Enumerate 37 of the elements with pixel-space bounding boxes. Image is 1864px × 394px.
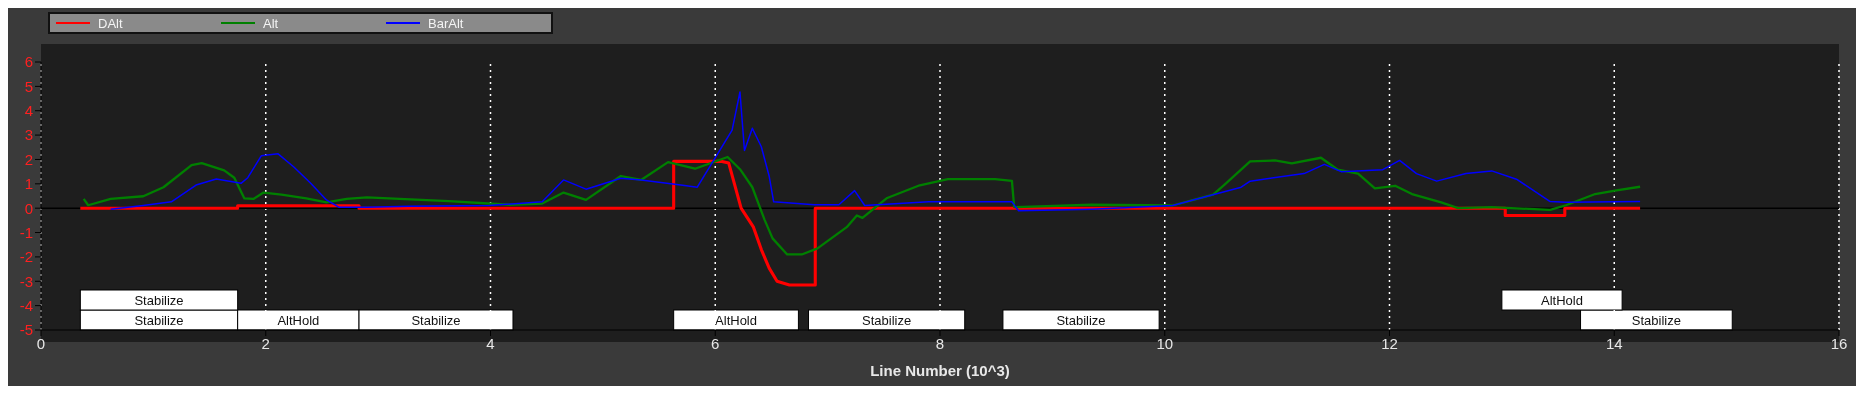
x-tick-label: 12 — [1381, 334, 1398, 352]
legend-label: DAlt — [98, 15, 123, 31]
y-tick-label: 1 — [24, 175, 33, 193]
legend-label: BarAlt — [428, 15, 464, 31]
band-label: Stabilize — [1056, 313, 1106, 328]
band-label: Stabilize — [862, 313, 912, 328]
band-label: Stabilize — [134, 313, 184, 328]
band-label: Stabilize — [134, 293, 184, 308]
band-label: Stabilize — [1631, 313, 1681, 328]
x-tick-label: 4 — [486, 334, 495, 352]
band-label: Stabilize — [411, 313, 461, 328]
x-tick-label: 14 — [1605, 334, 1623, 352]
y-tick-label: -4 — [19, 296, 33, 314]
y-tick-label: 6 — [24, 53, 33, 71]
y-tick-label: 3 — [24, 126, 33, 144]
x-tick-label: 0 — [36, 334, 46, 352]
x-tick-label: 16 — [1830, 334, 1848, 352]
x-tick-label: 6 — [711, 334, 720, 352]
y-tick-label: -3 — [19, 272, 33, 290]
line-series — [109, 91, 1641, 212]
line-series — [78, 159, 1642, 287]
y-tick-label: 4 — [24, 102, 33, 120]
band-label: AltHold — [715, 313, 757, 328]
x-axis-title: Line Number (10^3) — [870, 362, 1010, 379]
line-series — [82, 155, 1642, 256]
y-tick-label: 0 — [24, 199, 33, 217]
y-tick-label: 5 — [24, 77, 33, 95]
band-label: AltHold — [1541, 293, 1583, 308]
y-tick-label: -2 — [19, 248, 33, 266]
y-tick-label: 2 — [24, 150, 33, 168]
x-tick-label: 2 — [261, 334, 270, 352]
band-label: AltHold — [277, 313, 320, 328]
x-tick-label: 8 — [935, 334, 945, 352]
legend-label: Alt — [263, 15, 279, 31]
y-tick-label: -5 — [19, 321, 33, 339]
y-tick-label: -1 — [19, 223, 33, 241]
x-tick-label: 10 — [1156, 334, 1174, 352]
